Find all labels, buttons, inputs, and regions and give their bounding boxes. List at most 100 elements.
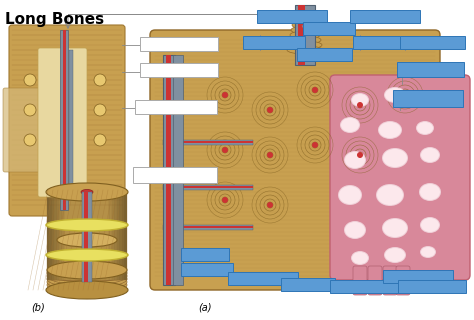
Bar	[63, 30, 66, 210]
Ellipse shape	[344, 221, 366, 239]
Ellipse shape	[338, 185, 362, 205]
Bar	[52, 190, 122, 280]
Ellipse shape	[421, 247, 435, 257]
Bar	[10, 28, 109, 213]
Ellipse shape	[267, 202, 273, 208]
Ellipse shape	[340, 117, 360, 133]
Bar	[23, 36, 97, 213]
Bar	[24, 36, 96, 213]
Ellipse shape	[47, 267, 127, 285]
Ellipse shape	[344, 151, 366, 169]
Ellipse shape	[57, 233, 117, 247]
Bar	[281, 278, 335, 291]
Bar	[11, 29, 109, 213]
Bar	[166, 55, 171, 285]
Ellipse shape	[419, 183, 441, 201]
Bar	[173, 55, 183, 285]
Bar	[133, 167, 217, 183]
Bar	[11, 28, 109, 213]
Bar	[12, 29, 108, 213]
Bar	[49, 190, 125, 280]
Bar	[22, 36, 98, 213]
Ellipse shape	[351, 251, 369, 265]
Bar	[55, 190, 119, 280]
FancyBboxPatch shape	[383, 266, 397, 295]
Bar	[84, 192, 88, 282]
FancyBboxPatch shape	[368, 266, 382, 295]
Ellipse shape	[47, 261, 127, 279]
Bar	[228, 272, 298, 285]
Ellipse shape	[382, 218, 408, 238]
Bar	[140, 63, 218, 77]
Bar	[20, 34, 100, 213]
Ellipse shape	[382, 148, 408, 168]
Ellipse shape	[46, 219, 128, 231]
Bar	[163, 185, 253, 190]
Bar	[24, 36, 97, 213]
Bar	[163, 186, 253, 188]
Ellipse shape	[94, 134, 106, 146]
Ellipse shape	[384, 247, 406, 263]
Ellipse shape	[378, 121, 402, 139]
Bar	[18, 33, 102, 213]
Text: Long Bones: Long Bones	[5, 12, 104, 27]
FancyBboxPatch shape	[3, 88, 42, 172]
Bar	[350, 10, 420, 23]
Ellipse shape	[418, 94, 432, 106]
Ellipse shape	[420, 184, 440, 200]
Bar	[14, 30, 106, 213]
Bar	[64, 190, 109, 280]
Ellipse shape	[312, 142, 318, 148]
Ellipse shape	[357, 102, 363, 108]
Ellipse shape	[421, 218, 439, 232]
FancyBboxPatch shape	[330, 75, 470, 280]
Ellipse shape	[352, 94, 368, 106]
Bar	[13, 30, 107, 213]
Bar	[163, 226, 253, 228]
Bar	[18, 33, 101, 213]
Bar	[17, 32, 103, 213]
Ellipse shape	[376, 184, 404, 206]
Bar	[16, 32, 104, 213]
Ellipse shape	[379, 122, 401, 138]
Bar	[16, 31, 104, 213]
Bar	[60, 190, 115, 280]
Ellipse shape	[402, 92, 408, 98]
Ellipse shape	[312, 87, 318, 93]
Bar	[393, 90, 463, 107]
Ellipse shape	[385, 248, 405, 262]
Ellipse shape	[416, 121, 434, 135]
Bar	[15, 31, 105, 213]
Bar	[21, 35, 99, 213]
Bar	[257, 10, 327, 23]
Bar	[19, 33, 101, 213]
Ellipse shape	[46, 281, 128, 299]
Ellipse shape	[47, 270, 127, 288]
Ellipse shape	[383, 149, 407, 167]
FancyBboxPatch shape	[353, 266, 367, 295]
Bar	[18, 33, 102, 213]
Bar	[397, 62, 464, 77]
Bar	[303, 22, 355, 35]
Ellipse shape	[385, 88, 405, 102]
Ellipse shape	[357, 152, 363, 158]
Bar	[383, 270, 453, 283]
Ellipse shape	[81, 189, 93, 195]
Bar	[163, 141, 253, 143]
Text: (b): (b)	[31, 302, 45, 312]
Ellipse shape	[267, 107, 273, 113]
Ellipse shape	[267, 152, 273, 158]
Ellipse shape	[94, 104, 106, 116]
Ellipse shape	[384, 87, 406, 103]
Ellipse shape	[345, 152, 365, 168]
Ellipse shape	[288, 41, 322, 49]
Bar	[330, 280, 400, 293]
Bar	[19, 34, 100, 213]
Ellipse shape	[377, 185, 403, 205]
FancyBboxPatch shape	[38, 48, 87, 197]
Bar	[57, 190, 117, 280]
Bar	[20, 34, 100, 213]
Bar	[295, 5, 315, 65]
Ellipse shape	[352, 252, 368, 264]
Bar	[10, 28, 110, 213]
